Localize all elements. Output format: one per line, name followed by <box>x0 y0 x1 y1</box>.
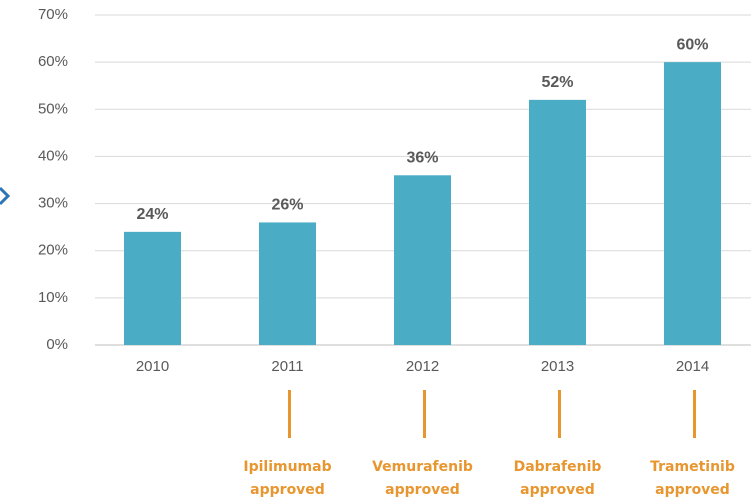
bar <box>124 231 181 345</box>
bar <box>664 62 721 346</box>
arrow-decoration <box>0 186 11 206</box>
annotation-label: Vemurafenib <box>372 459 473 475</box>
value-label: 36% <box>406 150 438 167</box>
x-tick-label: 2013 <box>541 358 574 375</box>
y-tick-label: 40% <box>38 147 68 164</box>
annotation-label: Dabrafenib <box>514 459 602 475</box>
y-tick-label: 30% <box>38 195 68 212</box>
annotation-label: Trametinib <box>650 459 735 475</box>
y-tick-label: 10% <box>38 289 68 306</box>
value-label: 52% <box>541 74 573 91</box>
bar <box>394 175 451 345</box>
value-label: 26% <box>271 197 303 214</box>
bar <box>529 99 586 345</box>
bar <box>259 222 316 345</box>
y-tick-label: 60% <box>38 53 68 70</box>
annotation-label: approved <box>385 482 460 498</box>
y-tick-label: 50% <box>38 100 68 117</box>
annotation-label: approved <box>655 482 730 498</box>
x-tick-label: 2010 <box>136 358 169 375</box>
annotation-label: approved <box>520 482 595 498</box>
value-label: 60% <box>676 36 708 53</box>
y-tick-label: 0% <box>46 336 68 353</box>
x-tick-label: 2011 <box>271 358 303 375</box>
value-label: 24% <box>136 206 168 223</box>
y-tick-label: 20% <box>38 242 68 259</box>
annotation-label: Ipilimumab <box>243 459 331 475</box>
x-tick-label: 2014 <box>676 358 709 375</box>
y-tick-label: 70% <box>38 6 68 23</box>
annotation-label: approved <box>250 482 325 498</box>
x-tick-label: 2012 <box>406 358 439 375</box>
